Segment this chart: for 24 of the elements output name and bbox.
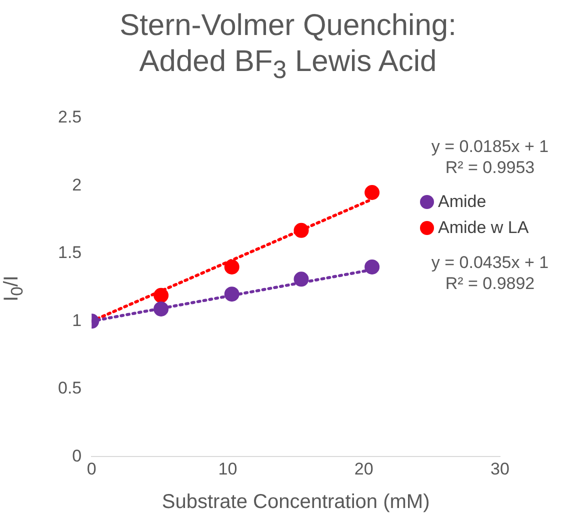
x-axis-title: Substrate Concentration (mM) xyxy=(160,490,431,514)
point xyxy=(294,222,309,238)
point xyxy=(224,286,240,302)
x-tick-label: 20 xyxy=(354,459,374,478)
y-tick-label: 0.5 xyxy=(58,378,82,398)
x-tick-label: 0 xyxy=(86,459,96,478)
point xyxy=(154,301,169,316)
point xyxy=(294,272,309,287)
annotation: y = 0.0185x + 1 R² = 0.9953 xyxy=(431,136,549,178)
y-tick-label: 1 xyxy=(72,310,82,330)
y-tick-label: 0 xyxy=(72,446,82,466)
y-tick-label: 2.5 xyxy=(58,108,82,127)
point xyxy=(364,259,380,274)
y-tick-label: 1.5 xyxy=(58,243,82,262)
chart-title: Stern-Volmer Quenching: Added BF$_{3}$ Lewis Acid xyxy=(118,8,458,86)
point xyxy=(224,259,240,274)
legend-label: Amide w LA xyxy=(438,218,529,238)
y-tick-label: 2 xyxy=(72,175,82,194)
x-tick-label: 10 xyxy=(218,459,238,478)
point xyxy=(154,288,169,303)
legend-label: Amide xyxy=(438,192,486,212)
annotation: y = 0.0435x + 1 R² = 0.9892 xyxy=(431,252,549,294)
x-tick-label: 30 xyxy=(490,459,510,478)
point xyxy=(364,184,380,200)
